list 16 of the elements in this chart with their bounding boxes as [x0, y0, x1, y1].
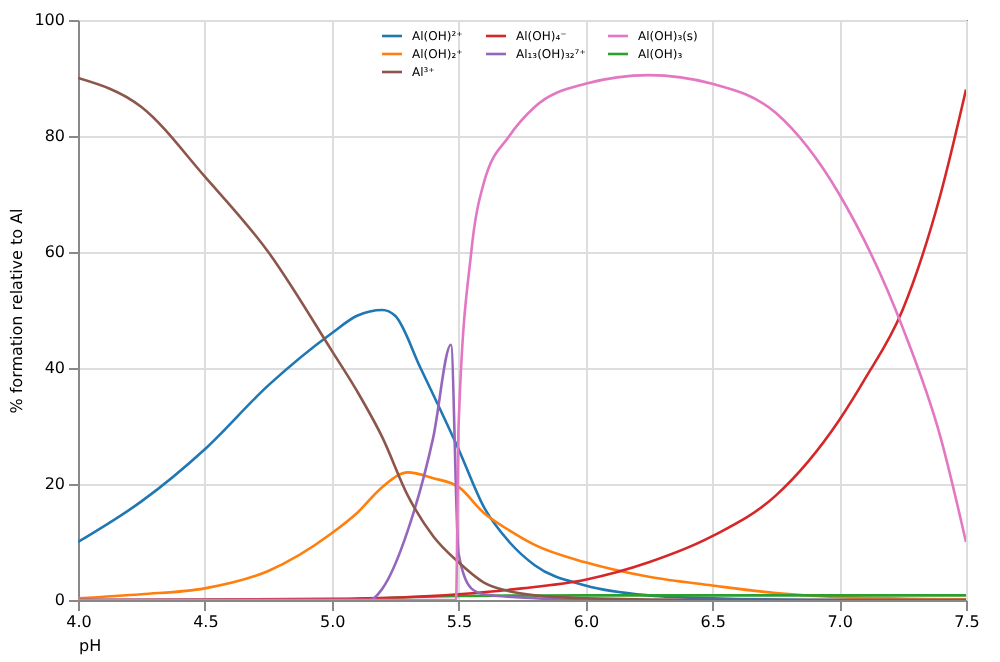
y-tick-label: 100 — [34, 11, 65, 29]
y-axis-title: % formation relative to Al — [8, 208, 27, 414]
x-tick-label: 5.0 — [319, 613, 346, 631]
x-tick-label: 7.5 — [954, 613, 980, 631]
x-tick-label: 7.0 — [827, 613, 853, 631]
y-tick-label: 0 — [54, 591, 65, 609]
x-tick-label: 5.5 — [446, 613, 473, 631]
x-tick-label: 4.0 — [66, 613, 92, 631]
y-tick-label: 20 — [44, 475, 65, 493]
x-tick-label: 6.0 — [573, 613, 600, 631]
y-tick-label: 80 — [44, 127, 65, 145]
y-tick-label: 40 — [44, 359, 65, 377]
y-tick-label: 60 — [44, 243, 65, 261]
x-tick-label: 6.5 — [700, 613, 727, 631]
x-tick-label: 4.5 — [193, 613, 219, 631]
x-axis-title: pH — [79, 637, 102, 655]
